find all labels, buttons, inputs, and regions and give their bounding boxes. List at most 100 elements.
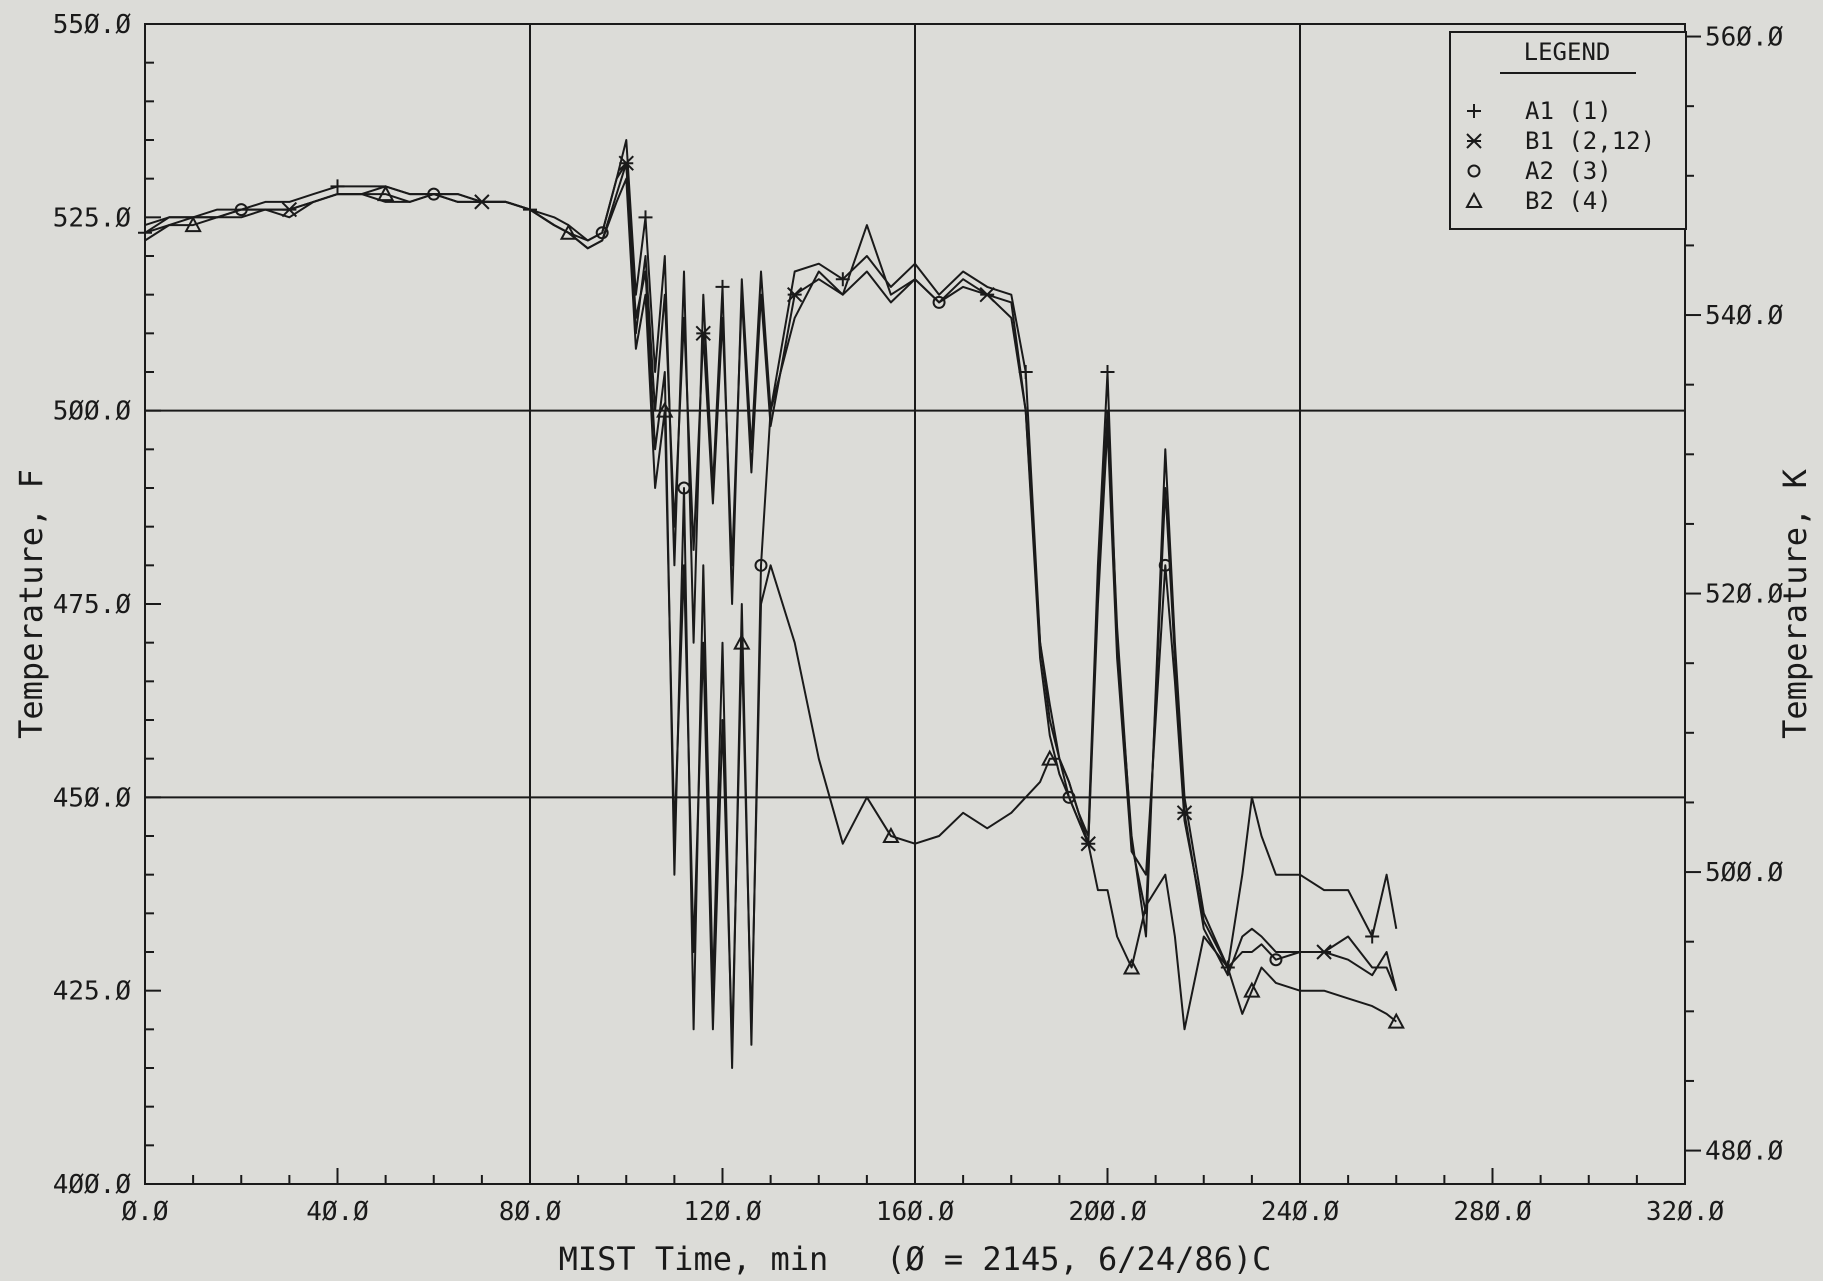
marker-triangle-shape — [1387, 1012, 1405, 1029]
y2-tick-label: 54Ø.Ø — [1705, 301, 1784, 331]
y-tick-label: 475.Ø — [53, 590, 132, 620]
marker-star-shape — [695, 325, 711, 342]
y-tick-label: 55Ø.Ø — [53, 10, 132, 40]
y2-tick-label: 48Ø.Ø — [1705, 1137, 1784, 1167]
legend-item: B1 (2,12) — [1466, 127, 1655, 155]
marker-plus-shape — [638, 210, 653, 225]
data-point-marker — [1158, 558, 1172, 572]
x-axis-title: MIST Time, min (Ø = 2145, 6/24/86)C — [559, 1240, 1272, 1278]
data-point-marker — [656, 401, 674, 418]
marker-circle-shape — [427, 187, 441, 201]
data-point-marker — [1100, 365, 1115, 379]
marker-circle-shape — [754, 558, 768, 572]
x-tick-label: 16Ø.Ø — [876, 1197, 955, 1227]
legend: LEGEND A1 (1)B1 (2,12)A2 (3)B2 (4) — [1449, 31, 1687, 230]
marker-triangle-shape — [1465, 191, 1483, 208]
marker-circle-shape — [1269, 953, 1283, 967]
marker-star-shape — [1466, 133, 1482, 149]
data-point-marker — [754, 558, 768, 572]
data-point-marker — [882, 826, 900, 843]
x-tick-label: 4Ø.Ø — [306, 1197, 369, 1227]
y-tick-label: 525.Ø — [53, 203, 132, 233]
data-point-marker — [695, 325, 711, 342]
data-point-marker — [932, 295, 946, 309]
data-point-marker — [1243, 981, 1261, 998]
marker-triangle-shape — [559, 223, 578, 240]
marker-triangle-shape — [1122, 958, 1141, 975]
marker-circle-shape — [1158, 558, 1172, 572]
marker-plus-shape — [715, 279, 730, 294]
marker-triangle-shape — [1243, 981, 1261, 998]
series-line-3 — [144, 162, 1398, 1069]
marker-triangle-shape — [1041, 749, 1059, 766]
data-point-marker — [638, 210, 653, 225]
y2-tick-label: 52Ø.Ø — [1705, 580, 1784, 610]
y-tick-labels: 4ØØ.Ø 425.Ø 45Ø.Ø 475.Ø 5ØØ.Ø 525.Ø 55Ø.Ø — [53, 10, 132, 1200]
marker-circle-shape — [932, 295, 946, 309]
grid-lines — [145, 24, 1685, 1184]
data-point-marker — [1365, 929, 1380, 944]
marker-circle-shape — [234, 203, 248, 217]
x-tick-label: 32Ø.Ø — [1646, 1197, 1725, 1227]
legend-box — [1449, 31, 1687, 230]
marker-plus-shape — [1467, 104, 1481, 118]
series-group — [138, 139, 1405, 1069]
marker-triangle-shape — [376, 185, 395, 202]
series-markers-3 — [234, 187, 1283, 967]
series-line-4 — [144, 177, 1397, 1046]
legend-item: A2 (3) — [1467, 157, 1612, 185]
legend-items: A1 (1)B1 (2,12)A2 (3)B2 (4) — [1465, 97, 1655, 215]
data-point-marker — [733, 633, 751, 650]
data-point-marker — [786, 286, 803, 303]
legend-marker-icon — [1466, 133, 1482, 149]
y-tick-label: 4ØØ.Ø — [53, 1170, 132, 1200]
series-markers-4 — [184, 185, 1405, 1029]
data-point-marker — [1269, 953, 1283, 967]
legend-marker-icon — [1465, 191, 1483, 208]
x-tick-label: 12Ø.Ø — [683, 1197, 762, 1227]
data-point-marker — [1041, 749, 1059, 766]
legend-item: B2 (4) — [1465, 187, 1612, 215]
x-tick-labels: Ø.Ø 4Ø.Ø 8Ø.Ø 12Ø.Ø 16Ø.Ø 2ØØ.Ø 24Ø.Ø 28Ø.Ø 32Ø.… — [122, 1197, 1725, 1227]
minor-ticks — [144, 23, 1701, 1185]
x-tick-label: 8Ø.Ø — [499, 1197, 562, 1227]
x-tick-label: Ø.Ø — [122, 1197, 169, 1227]
x-tick-label: 24Ø.Ø — [1261, 1197, 1340, 1227]
y-tick-label: 425.Ø — [53, 977, 132, 1007]
x-tick-label: 2ØØ.Ø — [1068, 1197, 1147, 1227]
data-point-marker — [1387, 1012, 1405, 1029]
marker-triangle-shape — [656, 401, 674, 418]
legend-marker-icon — [1467, 104, 1481, 118]
data-point-marker — [376, 185, 395, 202]
legend-item: A1 (1) — [1467, 97, 1612, 125]
marker-triangle-shape — [882, 826, 900, 843]
data-point-marker — [1122, 958, 1141, 975]
legend-label: B2 (4) — [1525, 187, 1612, 215]
marker-plus-shape — [1365, 929, 1380, 944]
legend-label: B1 (2,12) — [1525, 127, 1655, 155]
marker-star-shape — [786, 286, 803, 303]
legend-label: A1 (1) — [1525, 97, 1612, 125]
data-point-marker — [184, 215, 202, 233]
data-point-marker — [559, 223, 578, 240]
y2-tick-labels: 48Ø.Ø 5ØØ.Ø 52Ø.Ø 54Ø.Ø 56Ø.Ø — [1705, 23, 1784, 1167]
y2-axis-title: Temperature, K — [1776, 468, 1814, 738]
data-point-marker — [427, 187, 441, 201]
marker-triangle-shape — [184, 215, 202, 233]
data-point-marker — [234, 203, 248, 217]
data-point-marker — [715, 279, 730, 294]
legend-title: LEGEND — [1524, 38, 1611, 66]
marker-triangle-shape — [733, 633, 751, 650]
legend-label: A2 (3) — [1525, 157, 1612, 185]
marker-plus-shape — [1100, 365, 1115, 379]
y-tick-label: 45Ø.Ø — [53, 783, 132, 813]
marker-circle-shape — [677, 481, 691, 495]
legend-marker-icon — [1467, 164, 1481, 178]
y2-tick-label: 56Ø.Ø — [1705, 23, 1784, 53]
data-point-marker — [677, 481, 691, 495]
marker-circle-shape — [1467, 164, 1481, 178]
data-point-marker — [330, 179, 345, 194]
y2-tick-label: 5ØØ.Ø — [1705, 858, 1784, 888]
x-tick-label: 28Ø.Ø — [1453, 1197, 1532, 1227]
